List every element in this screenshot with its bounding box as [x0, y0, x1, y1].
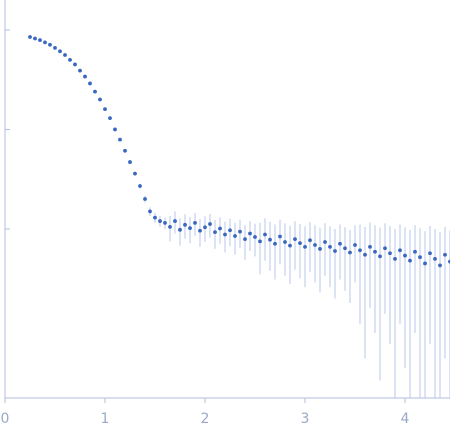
x-tick-label: 4: [401, 411, 410, 427]
data-point: [273, 241, 277, 246]
data-point: [173, 219, 177, 223]
data-point: [258, 239, 262, 244]
data-point: [148, 209, 152, 214]
data-point: [243, 237, 247, 242]
data-point: [278, 234, 282, 239]
data-point: [408, 258, 412, 263]
data-point: [168, 224, 172, 229]
data-point: [338, 241, 342, 246]
data-point: [43, 40, 47, 45]
data-point: [438, 263, 442, 268]
data-point: [83, 74, 87, 79]
data-point: [133, 171, 137, 176]
data-point: [283, 240, 287, 244]
data-point: [158, 219, 162, 223]
data-point: [48, 42, 52, 47]
data-point: [343, 246, 347, 251]
data-point: [418, 255, 422, 260]
data-point: [298, 241, 302, 246]
data-point: [113, 127, 117, 132]
data-point: [218, 226, 222, 231]
data-point: [393, 257, 397, 261]
data-point: [198, 228, 202, 233]
data-point: [93, 89, 97, 94]
x-tick-label: 2: [201, 411, 210, 427]
data-point: [233, 234, 237, 238]
data-point: [288, 243, 292, 248]
data-point: [68, 58, 72, 62]
data-point: [428, 251, 432, 256]
data-point: [313, 243, 317, 247]
data-point: [423, 261, 427, 266]
data-point: [388, 251, 392, 256]
data-point: [88, 81, 92, 86]
data-point: [153, 215, 157, 220]
data-point: [443, 252, 447, 257]
data-point: [268, 237, 272, 242]
data-point: [433, 257, 437, 261]
x-tick-label: 3: [301, 411, 310, 427]
data-point: [178, 227, 182, 232]
data-point: [33, 36, 37, 41]
data-point: [73, 62, 77, 67]
data-point: [368, 245, 372, 249]
data-point: [248, 231, 252, 236]
data-point: [373, 249, 377, 254]
data-point: [108, 116, 112, 121]
data-point: [208, 222, 212, 226]
data-point: [318, 247, 322, 251]
data-point: [263, 232, 267, 237]
data-point: [383, 246, 387, 251]
data-point: [58, 49, 62, 54]
x-tick-label: 0: [1, 411, 10, 427]
data-point: [238, 229, 242, 234]
data-point: [203, 225, 207, 230]
data-point: [403, 253, 407, 258]
data-point: [188, 226, 192, 230]
data-point: [163, 221, 167, 225]
data-point: [413, 249, 417, 254]
data-point: [358, 248, 362, 253]
data-point: [63, 53, 67, 57]
data-point: [118, 137, 122, 142]
data-point: [78, 68, 82, 73]
data-point: [333, 249, 337, 253]
data-point: [28, 35, 32, 39]
data-point: [138, 184, 142, 188]
data-point: [53, 46, 57, 50]
data-point: [353, 243, 357, 247]
data-point: [398, 248, 402, 253]
x-tick-label: 1: [101, 411, 110, 427]
data-point: [308, 238, 312, 243]
data-point: [348, 250, 352, 255]
data-point: [143, 197, 147, 201]
data-point: [328, 245, 332, 249]
data-point: [323, 240, 327, 244]
data-point: [103, 107, 107, 112]
data-point: [223, 232, 227, 237]
data-point: [253, 235, 257, 239]
data-point: [128, 160, 132, 164]
data-point: [213, 230, 217, 234]
data-point: [363, 252, 367, 257]
data-point: [98, 97, 102, 102]
data-point: [378, 254, 382, 259]
data-point: [193, 221, 197, 225]
data-point: [293, 237, 297, 242]
data-point: [228, 228, 232, 233]
data-point: [38, 38, 42, 43]
data-point: [123, 148, 127, 153]
data-point: [303, 245, 307, 249]
data-point: [183, 222, 187, 227]
